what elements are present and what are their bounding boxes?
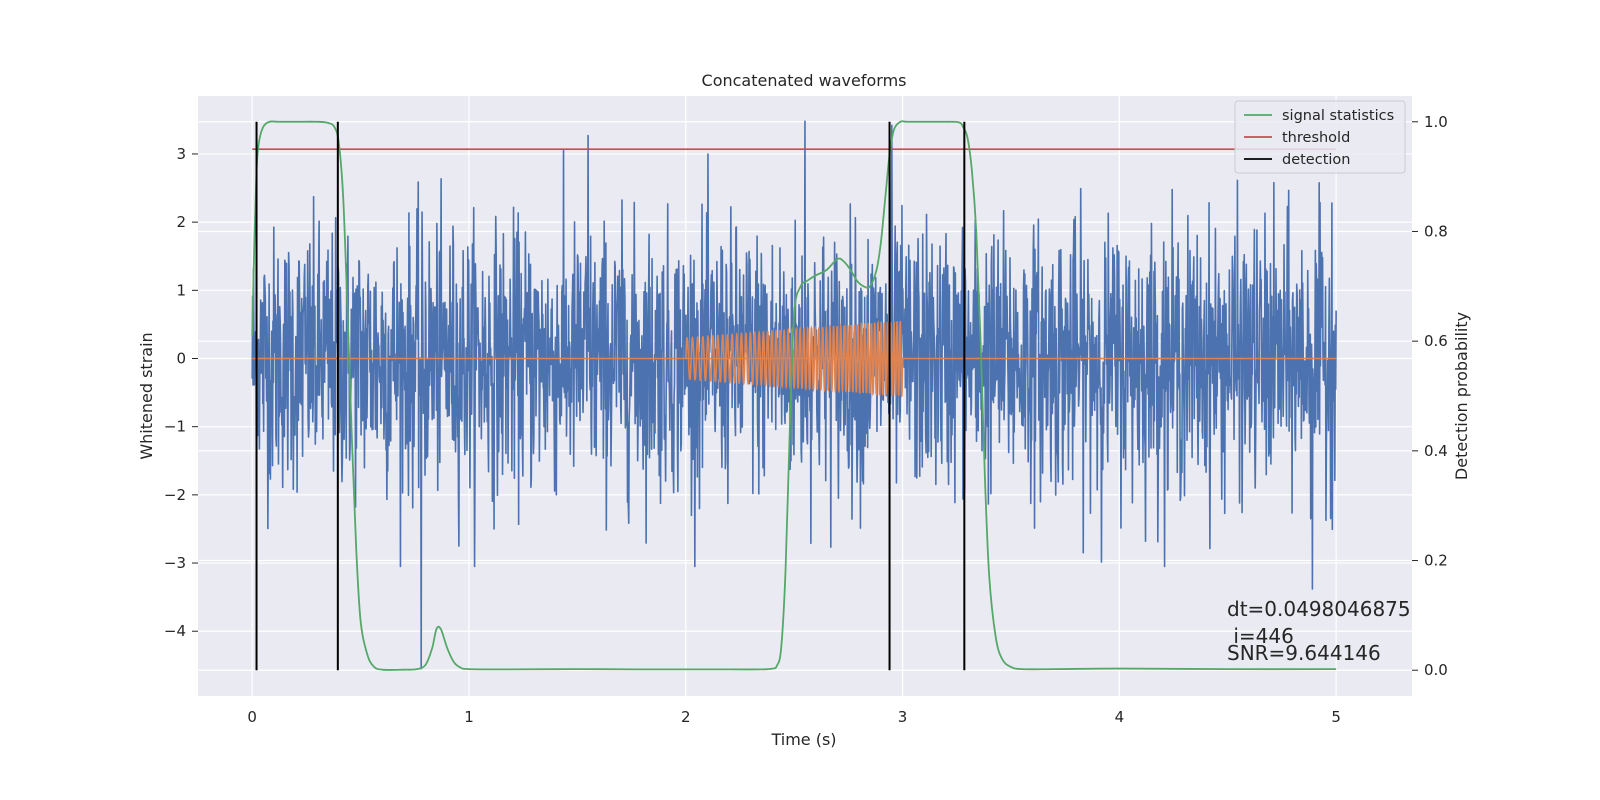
x-axis-label: Time (s) xyxy=(770,730,836,749)
annotations: dt=0.0498046875 i=446 SNR=9.644146 xyxy=(1227,597,1411,665)
series-signal-statistics xyxy=(251,120,1337,671)
y2-tick-label: 0.0 xyxy=(1424,661,1448,679)
annotation-index: i=446 xyxy=(1227,624,1294,648)
y-tick-label: −1 xyxy=(164,418,186,436)
y-tick-label: 2 xyxy=(176,213,186,231)
y-axis-label: Whitened strain xyxy=(137,332,156,459)
legend-label-threshold: threshold xyxy=(1282,130,1350,146)
x-axis-ticks: 0 1 2 3 4 5 xyxy=(247,708,1340,726)
y-axis-ticks: −4 −3 −2 −1 0 1 2 3 xyxy=(164,145,198,640)
y2-tick-label: 1.0 xyxy=(1424,113,1448,131)
legend-box xyxy=(1234,100,1406,174)
x-tick-label: 3 xyxy=(898,708,908,726)
chart-title: Concatenated waveforms xyxy=(702,71,907,90)
y-tick-label: 1 xyxy=(176,281,186,299)
x-tick-label: 5 xyxy=(1331,708,1341,726)
legend-label-detection: detection xyxy=(1282,152,1350,168)
y2-tick-label: 0.8 xyxy=(1424,222,1448,240)
y-tick-label: −4 xyxy=(164,622,186,640)
x-tick-label: 0 xyxy=(247,708,257,726)
y-tick-label: −3 xyxy=(164,554,186,572)
y-tick-label: 3 xyxy=(176,145,186,163)
legend: signal statistics threshold detection xyxy=(1234,100,1406,174)
data-layer xyxy=(251,120,1337,671)
y-tick-label: 0 xyxy=(176,350,186,368)
y2-tick-label: 0.4 xyxy=(1424,442,1448,460)
y2-tick-label: 0.2 xyxy=(1424,552,1448,570)
annotation-dt: dt=0.0498046875 xyxy=(1227,597,1411,621)
legend-label-signal-statistics: signal statistics xyxy=(1282,108,1394,124)
x-tick-label: 4 xyxy=(1115,708,1125,726)
series-whitened-strain xyxy=(251,120,1337,670)
y-tick-label: −2 xyxy=(164,486,186,504)
annotation-snr: SNR=9.644146 xyxy=(1227,641,1381,665)
series-chirp xyxy=(684,320,904,398)
x-tick-label: 1 xyxy=(464,708,474,726)
y2-axis-label: Detection probability xyxy=(1452,312,1471,480)
y2-axis-ticks: 0.0 0.2 0.4 0.6 0.8 1.0 xyxy=(1412,113,1448,679)
y2-tick-label: 0.6 xyxy=(1424,332,1448,350)
x-tick-label: 2 xyxy=(681,708,691,726)
